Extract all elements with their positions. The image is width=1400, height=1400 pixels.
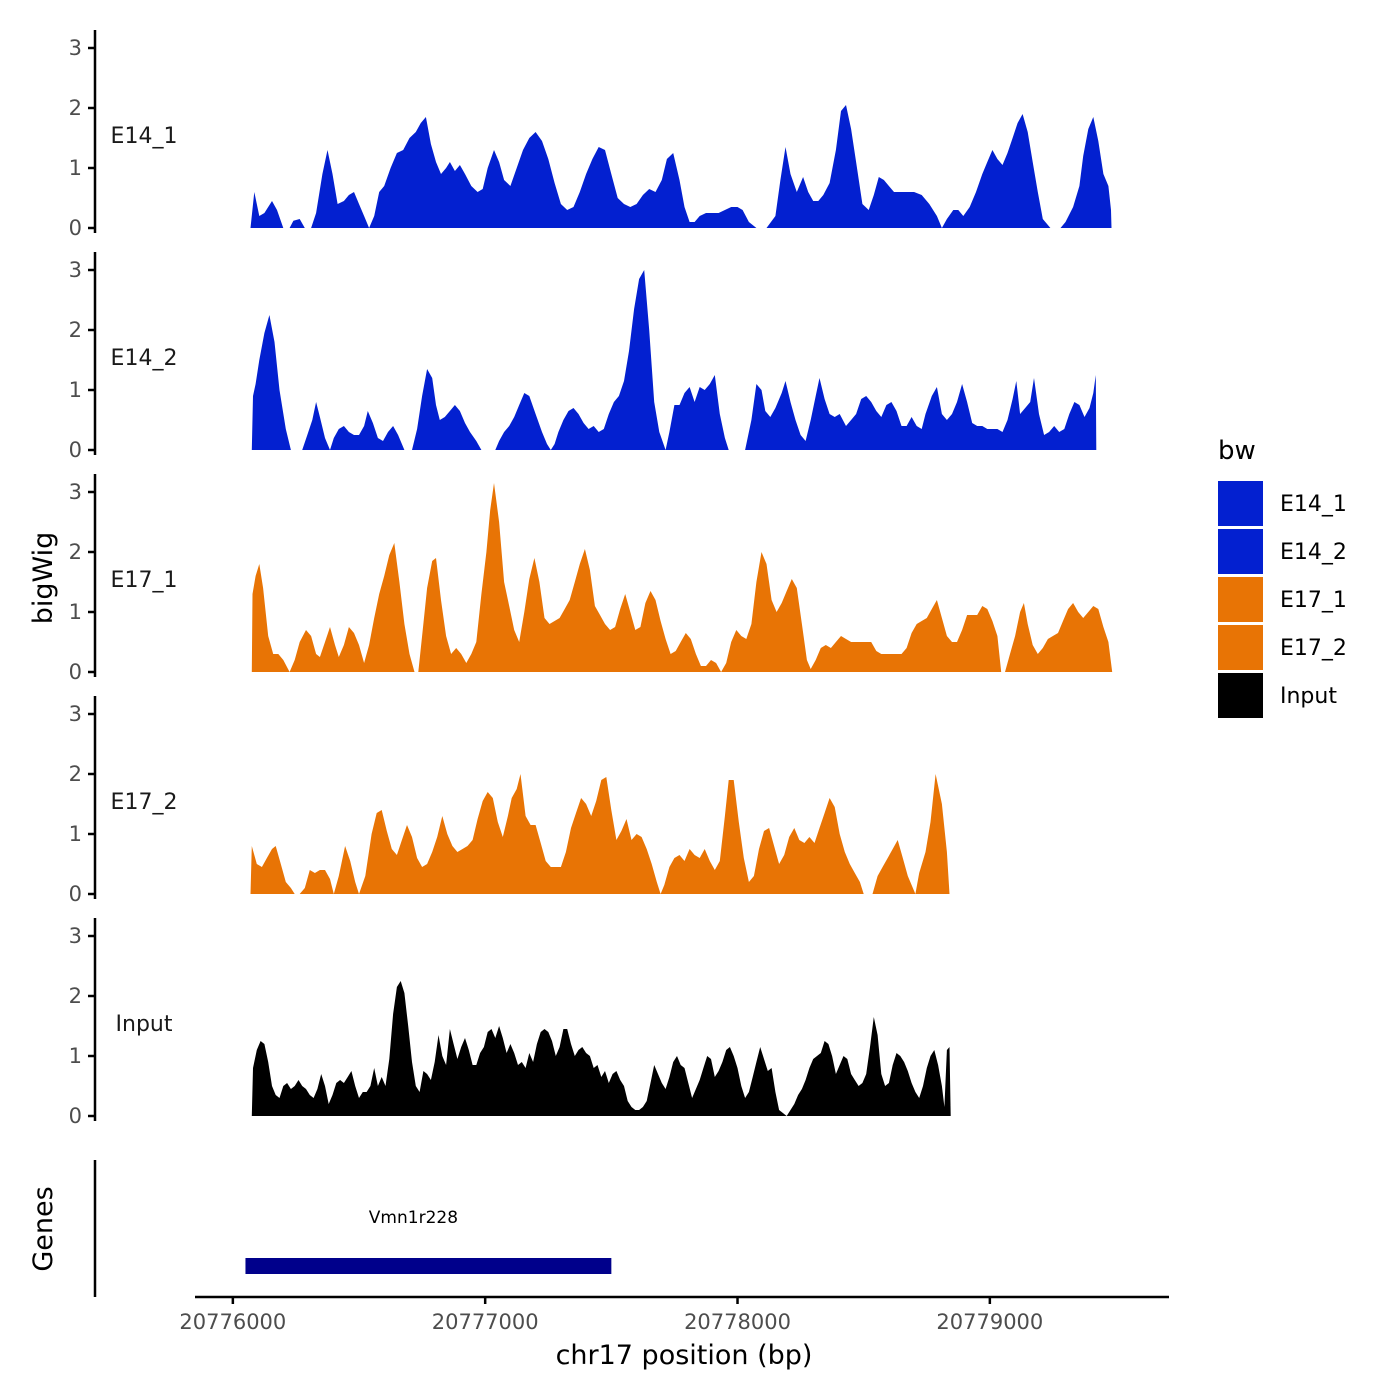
track-e14-2: 0 1 2 3 E14_2 xyxy=(69,252,1097,462)
track-label: E17_1 xyxy=(111,568,178,593)
legend-key xyxy=(1218,625,1263,670)
legend-label: E17_2 xyxy=(1280,636,1347,661)
y-tick-label: 2 xyxy=(69,762,82,786)
y-tick-label: 2 xyxy=(69,540,82,564)
y-tick-label: 1 xyxy=(69,378,82,402)
track-label: E17_2 xyxy=(111,790,178,815)
y-tick-label: 1 xyxy=(69,822,82,846)
y-tick-label: 0 xyxy=(69,882,82,906)
y-tick-label: 3 xyxy=(69,480,82,504)
legend-key xyxy=(1218,673,1263,718)
legend-label: E14_2 xyxy=(1280,540,1347,565)
track-label: Input xyxy=(116,1012,173,1037)
y-tick-label: 0 xyxy=(69,438,82,462)
track-label: E14_1 xyxy=(111,124,178,149)
track-e17-2: 0 1 2 3 E17_2 xyxy=(69,696,950,906)
gene-body xyxy=(245,1258,612,1274)
y-tick-label: 3 xyxy=(69,36,82,60)
legend-key xyxy=(1218,481,1263,526)
tracks-layer: 0 1 2 3 E14_1 0 1 2 3 E14_2 0 1 2 3 E17_1 0 1 2 3 E17_2 0 1 2 3… xyxy=(69,30,1113,1128)
signal-area xyxy=(250,105,1112,228)
track-e17-1: 0 1 2 3 E17_1 xyxy=(69,474,1113,684)
x-axis: 20776000 20777000 20778000 20779000 xyxy=(179,1295,1169,1334)
gene-label: Vmn1r228 xyxy=(369,1208,458,1228)
signal-area xyxy=(251,981,951,1116)
track-label: E14_2 xyxy=(111,346,178,371)
y-tick-label: 1 xyxy=(69,156,82,180)
y-tick-label: 2 xyxy=(69,984,82,1008)
legend-key xyxy=(1218,577,1263,622)
track-input: 0 1 2 3 Input xyxy=(69,918,951,1128)
legend-title: bw xyxy=(1218,436,1256,466)
y-tick-label: 0 xyxy=(69,216,82,240)
gene-panel: Vmn1r228 xyxy=(93,1160,612,1297)
signal-area xyxy=(251,270,1097,450)
legend-label: Input xyxy=(1280,684,1337,709)
x-tick-label: 20778000 xyxy=(684,1310,791,1334)
y-tick-label: 0 xyxy=(69,1104,82,1128)
y-tick-label: 2 xyxy=(69,96,82,120)
legend: bw E14_1 E14_2 E17_1 E17_2 Input xyxy=(1218,436,1347,718)
y-axis-title: bigWig xyxy=(28,532,59,625)
y-tick-label: 1 xyxy=(69,600,82,624)
legend-label: E17_1 xyxy=(1280,588,1347,613)
y-tick-label: 1 xyxy=(69,1044,82,1068)
x-tick-label: 20779000 xyxy=(936,1310,1043,1334)
x-tick-label: 20776000 xyxy=(179,1310,286,1334)
y-tick-label: 3 xyxy=(69,924,82,948)
legend-key xyxy=(1218,529,1263,574)
signal-area xyxy=(250,774,950,894)
track-e14-1: 0 1 2 3 E14_1 xyxy=(69,30,1112,240)
legend-label: E14_1 xyxy=(1280,492,1347,517)
gene-panel-title: Genes xyxy=(28,1186,59,1271)
x-tick-label: 20777000 xyxy=(432,1310,539,1334)
y-tick-label: 0 xyxy=(69,660,82,684)
y-tick-label: 3 xyxy=(69,702,82,726)
signal-area xyxy=(251,483,1113,672)
x-axis-title: chr17 position (bp) xyxy=(556,1340,813,1371)
y-tick-label: 2 xyxy=(69,318,82,342)
y-tick-label: 3 xyxy=(69,258,82,282)
